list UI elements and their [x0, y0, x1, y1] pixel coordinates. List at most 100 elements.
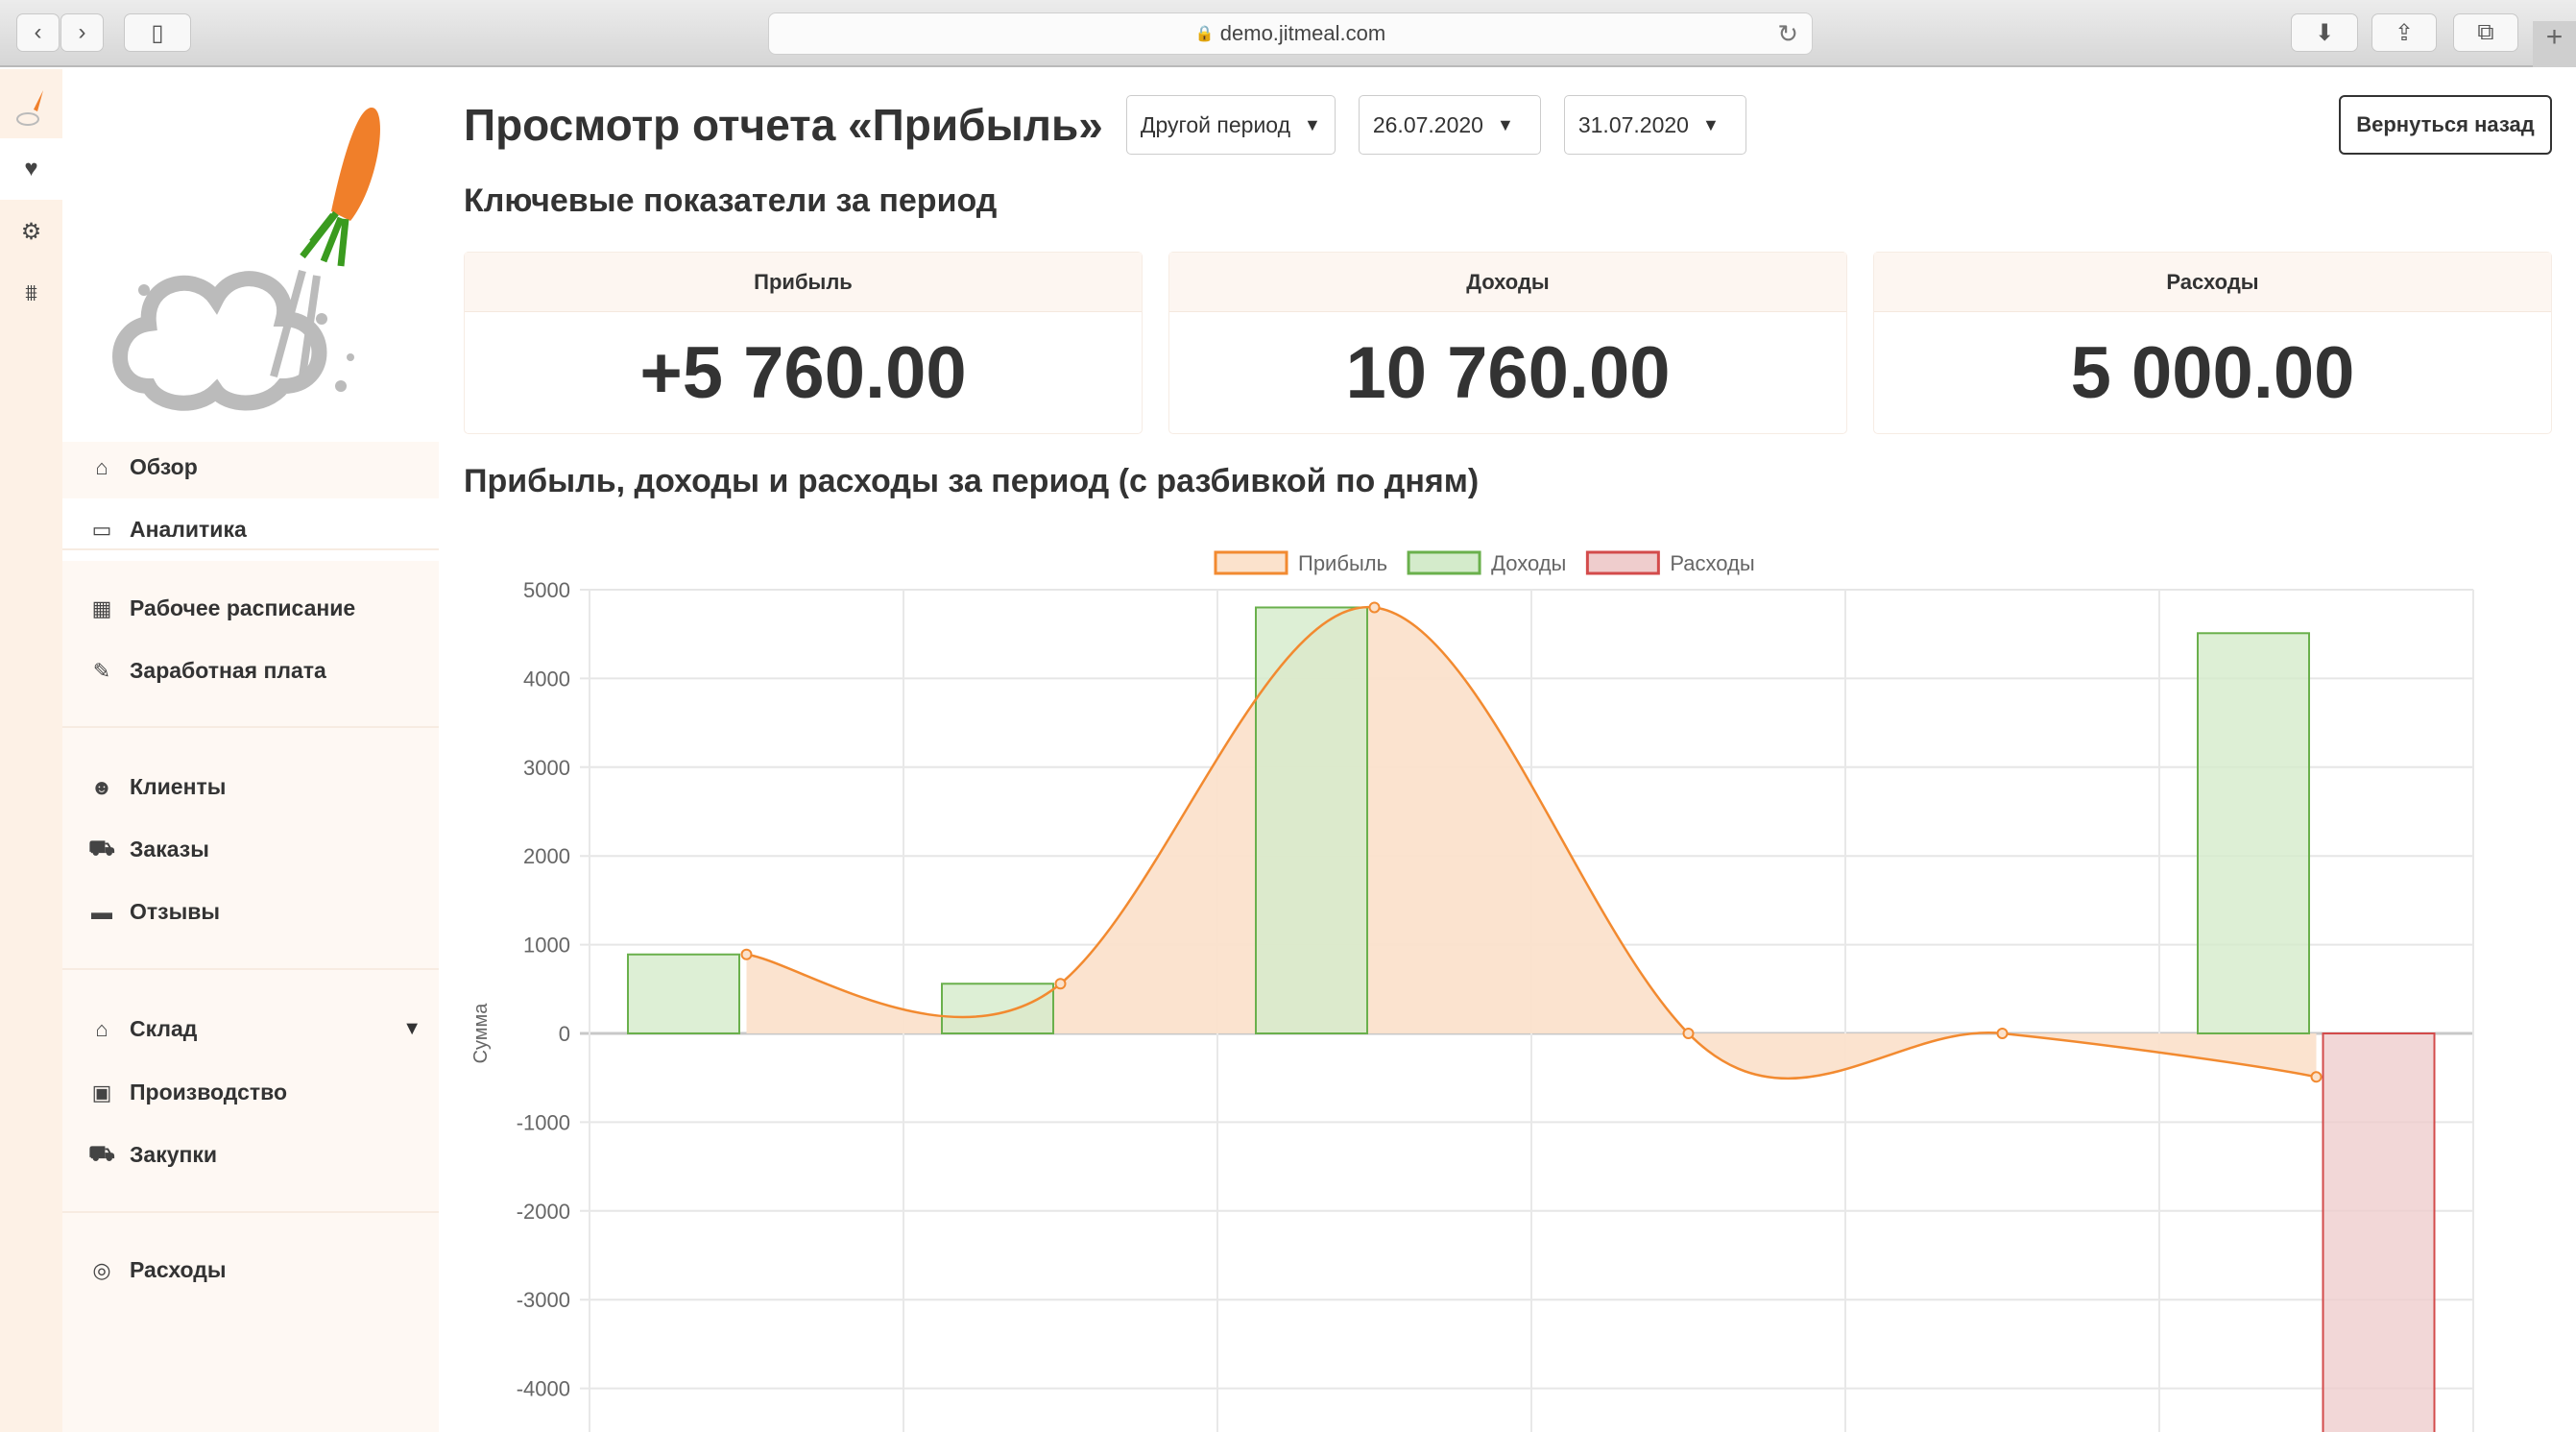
sidebar-item-label: Склад — [130, 1016, 198, 1041]
address-bar[interactable]: 🔒 demo.jitmeal.com ↻ — [768, 12, 1813, 55]
sidebar-item[interactable]: ☻ Клиенты — [62, 756, 439, 818]
sidebar-item-label: Закупки — [130, 1142, 218, 1167]
sidebar-item-label: Заработная плата — [130, 658, 326, 683]
legend-swatch — [1585, 550, 1660, 575]
profit-point — [2310, 1071, 2323, 1083]
y-tick-label: -3000 — [517, 1288, 570, 1312]
y-tick-label: -1000 — [517, 1110, 570, 1134]
sidebar-item[interactable]: ▬ Отзывы — [62, 881, 439, 943]
legend-label: Расходы — [1670, 551, 1754, 575]
sidebar-item[interactable]: ▦ Рабочее расписание — [62, 577, 439, 640]
new-tab-icon[interactable]: + — [2533, 21, 2576, 67]
sidebar: ⌂ Обзор ▭ Аналитика ▦ Рабочее расписание ✎ Зара… — [62, 69, 439, 1432]
legend-item[interactable]: Доходы — [1407, 550, 1566, 575]
header-row: Просмотр отчета «Прибыль» Другой период ▼… — [464, 95, 2552, 155]
legend-label: Доходы — [1491, 551, 1566, 575]
chevron-down-icon[interactable]: ▼ — [402, 1018, 421, 1039]
sidebar-item[interactable]: ▭ Аналитика — [62, 498, 439, 561]
kpi-value: +5 760.00 — [639, 331, 967, 414]
sidebar-item[interactable]: ⌂ Обзор — [62, 436, 439, 498]
download-icon[interactable]: ⬇ — [2291, 13, 2358, 52]
kpi-value: 5 000.00 — [2070, 331, 2355, 414]
legend-label: Прибыль — [1298, 551, 1387, 575]
kpi-label: Расходы — [1874, 253, 2551, 312]
presentation-chart-icon: ▭ — [91, 517, 112, 542]
users-icon: ☻ — [90, 774, 113, 799]
sidebar-item-label: Заказы — [130, 837, 209, 862]
chart-title: Прибыль, доходы и расходы за период (с р… — [464, 463, 1480, 499]
sidebar-item-label: Обзор — [130, 454, 198, 479]
logo-icon[interactable] — [0, 77, 62, 138]
income-bar — [941, 983, 1054, 1035]
legend-swatch — [1214, 550, 1288, 575]
date-from-select[interactable]: 26.07.2020 ▼ — [1358, 95, 1541, 155]
cart-icon: ⛟ — [88, 836, 115, 860]
sidebar-item[interactable]: ⛟ Закупки — [62, 1124, 439, 1186]
warehouse-icon: ⌂ — [95, 1016, 108, 1041]
back-icon[interactable]: ‹ — [16, 13, 60, 52]
sidebar-item-label: Клиенты — [130, 774, 227, 799]
chevron-down-icon: ▼ — [1701, 114, 1720, 134]
period-select[interactable]: Другой период ▼ — [1125, 95, 1336, 155]
tabs-icon[interactable]: ⧉ — [2453, 13, 2518, 52]
browser-toolbar: ‹ › ▯ 🔒 demo.jitmeal.com ↻ ⬇ ⇪ ⧉ + — [0, 0, 2576, 67]
income-bar — [2197, 632, 2310, 1034]
profit-point — [1368, 601, 1381, 614]
sidebar-item[interactable]: ◎ Расходы — [62, 1239, 439, 1301]
y-tick-label: 2000 — [523, 844, 570, 868]
sidebar-item-label: Рабочее расписание — [130, 595, 356, 620]
date-from-value: 26.07.2020 — [1372, 111, 1483, 137]
chevron-down-icon: ▼ — [1304, 114, 1321, 134]
date-to-select[interactable]: 31.07.2020 ▼ — [1563, 95, 1746, 155]
profit-area — [746, 607, 2317, 1079]
y-tick-label: 1000 — [523, 934, 570, 958]
legend-item[interactable]: Прибыль — [1214, 550, 1387, 575]
home-icon: ⌂ — [95, 454, 108, 479]
sidebar-item[interactable]: ✎ Заработная плата — [62, 640, 439, 702]
org-chart-icon[interactable]: ⩩ — [25, 280, 37, 306]
icon-rail: ♥ ⚙ ⩩ — [0, 69, 62, 1432]
sidebar-icon[interactable]: ▯ — [124, 13, 191, 52]
y-tick-label: 0 — [559, 1022, 570, 1046]
divider — [62, 548, 439, 550]
sidebar-item[interactable]: ▣ Производство — [62, 1061, 439, 1124]
production-icon: ▣ — [91, 1080, 112, 1104]
sidebar-item[interactable]: ⛟ Заказы — [62, 818, 439, 881]
back-button[interactable]: Вернуться назад — [2339, 95, 2552, 155]
profit-point — [1054, 978, 1067, 990]
legend-item[interactable]: Расходы — [1585, 550, 1755, 575]
kpi-value: 10 760.00 — [1345, 331, 1671, 414]
forward-icon[interactable]: › — [60, 13, 104, 52]
kpi-label: Прибыль — [465, 253, 1142, 312]
y-tick-label: 5000 — [523, 578, 570, 602]
sidebar-item[interactable]: ⌂ Склад ▼ — [62, 998, 439, 1060]
legend-swatch — [1407, 550, 1481, 575]
sidebar-item-label: Отзывы — [130, 899, 221, 924]
heart-pulse-icon[interactable]: ♥ — [0, 138, 62, 200]
y-tick-label: -2000 — [517, 1200, 570, 1224]
sidebar-item-label: Аналитика — [130, 517, 247, 542]
chevron-down-icon: ▼ — [1496, 114, 1514, 134]
cart-plus-icon: ⛟ — [88, 1141, 115, 1165]
income-bar — [1255, 606, 1368, 1034]
sidebar-item-label: Производство — [130, 1080, 288, 1104]
gears-icon[interactable]: ⚙ — [20, 218, 42, 245]
share-icon[interactable]: ⇪ — [2371, 13, 2437, 52]
comment-icon: ▬ — [91, 899, 112, 924]
expense-bar — [2322, 1032, 2436, 1432]
profit-chart: 5000 4000 3000 2000 1000 0 -1000 -2000 -3000 -400… — [470, 550, 2474, 1432]
income-bar — [627, 953, 740, 1035]
kpi-title: Ключевые показатели за период — [464, 182, 998, 219]
coins-search-icon: ◎ — [92, 1257, 111, 1282]
sidebar-item-label: Расходы — [130, 1257, 227, 1282]
reload-icon[interactable]: ↻ — [1777, 18, 1798, 48]
divider — [62, 726, 439, 728]
kpi-label: Доходы — [1169, 253, 1846, 312]
logo — [62, 69, 439, 442]
profit-point — [1682, 1028, 1695, 1039]
y-tick-label: 3000 — [523, 756, 570, 780]
y-tick-label: -4000 — [517, 1377, 570, 1401]
money-hand-icon: ✎ — [92, 658, 111, 683]
kpi-card-expenses: Расходы 5 000.00 — [1873, 252, 2552, 434]
lock-icon: 🔒 — [1194, 26, 1215, 42]
